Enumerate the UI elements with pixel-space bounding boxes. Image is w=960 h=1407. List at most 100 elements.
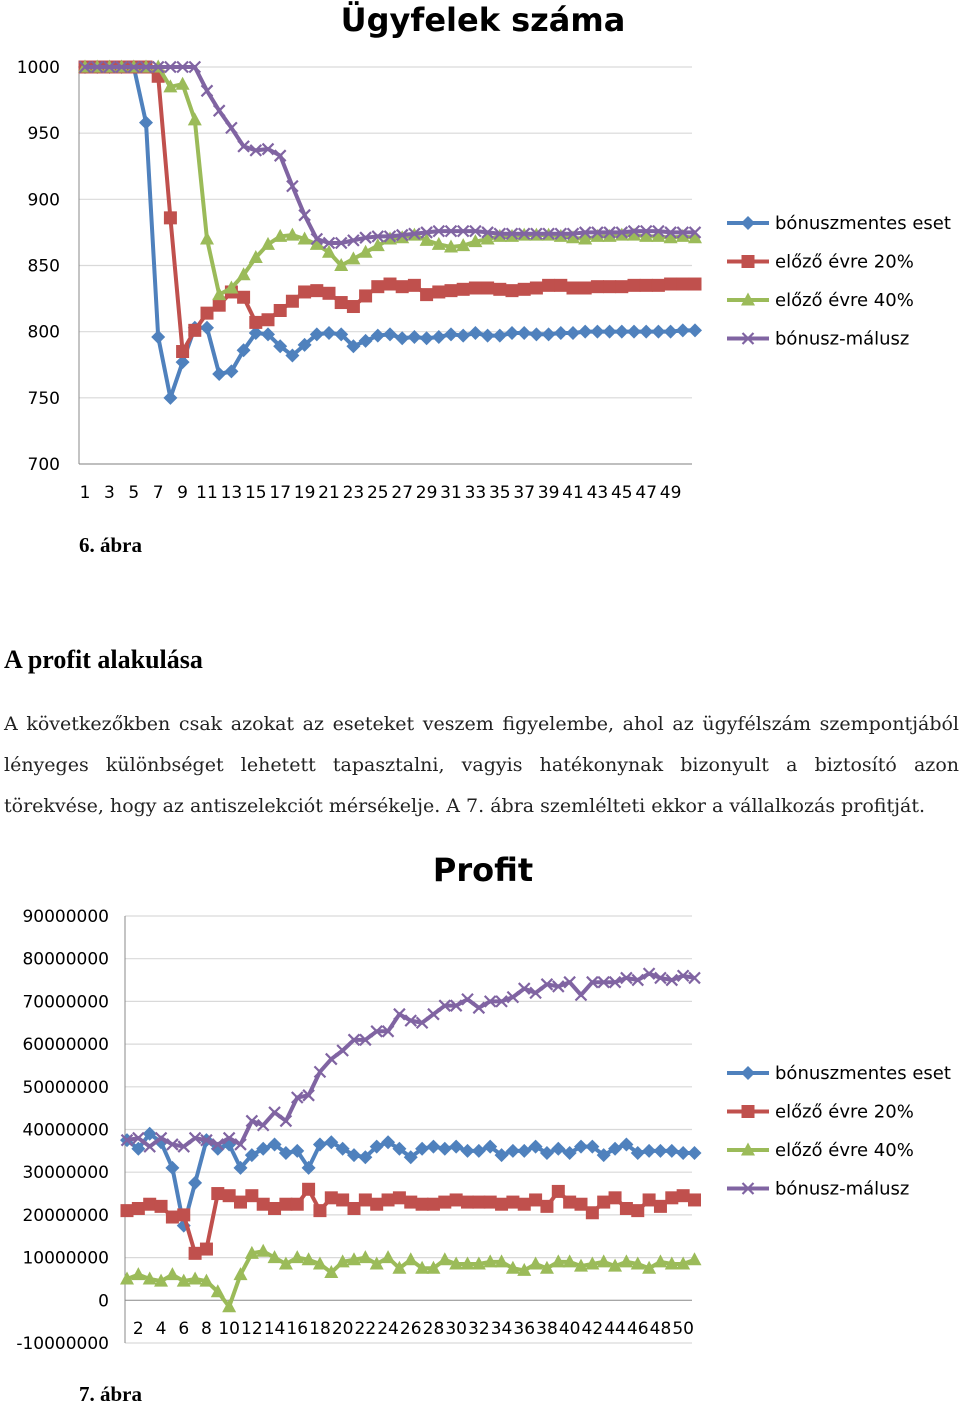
data-point [539,1145,554,1160]
series-elozo-evre-40 [120,1243,702,1313]
x-tick-label: 45 [611,483,633,503]
data-point [585,1206,599,1220]
y-tick-label: 800 [28,323,60,343]
data-point [427,1007,440,1021]
legend-label: előző évre 20% [775,1102,914,1123]
data-point [324,1191,338,1205]
data-point [505,1143,520,1158]
data-point [267,1137,282,1152]
data-point [335,1141,350,1156]
data-point [596,1254,611,1268]
data-point [175,76,190,90]
legend-item-bonuszmentes-eset: bónuszmentes eset [727,1063,951,1084]
data-point [142,1271,157,1285]
data-point [200,320,214,335]
data-point [597,1195,611,1209]
data-point [653,1199,667,1213]
y-tick-label: 20000000 [22,1206,109,1226]
x-tick-label: 4 [156,1319,167,1339]
data-point [639,324,654,339]
chart-profit: Profit -10000000 0 10000000 20000000 30000000… [16,851,951,1354]
data-point [627,227,641,241]
data-point [298,208,311,222]
x-tick-label: 11 [196,483,218,503]
paragraph-line-3: törekvése, hogy az antiszelekciót mérsék… [4,795,925,817]
data-point [392,1141,407,1156]
data-point [188,60,202,74]
data-point [663,230,678,244]
x-tick-label: 15 [245,483,267,503]
data-point [165,1160,180,1175]
x-tick-label: 28 [423,1319,445,1339]
data-point [687,1252,702,1266]
data-point [127,60,141,74]
data-point [403,1150,418,1165]
data-point [540,978,554,991]
y-tick-label: 70000000 [22,992,109,1012]
data-point [676,969,690,983]
data-point [392,1191,406,1205]
data-point [369,1139,384,1154]
data-point [483,1195,497,1209]
data-point [358,1250,373,1264]
data-point [346,251,361,265]
data-point [663,324,678,339]
figure-7-caption: 7. ábra [79,1382,142,1406]
data-point [248,250,263,264]
x-tick-label: 44 [604,1319,626,1339]
data-point [460,1143,475,1158]
data-point [234,1195,247,1209]
data-point [444,284,458,298]
data-point [449,1139,464,1154]
data-point [438,999,452,1012]
section-title: A profit alakulása [4,645,203,674]
data-point [506,1195,520,1209]
data-point [369,1256,384,1270]
data-point [358,1193,372,1207]
data-point [359,289,373,303]
data-point [639,228,654,242]
data-point [176,1273,191,1287]
data-point [249,315,263,329]
y-tick-label: 0 [98,1291,109,1311]
data-point [456,238,471,252]
data-point [154,1199,168,1213]
data-point [675,228,690,242]
data-point [676,1189,690,1203]
data-point [151,329,166,344]
data-point [551,1184,565,1198]
data-point [165,1210,179,1224]
data-point [506,990,520,1004]
y-tick-label: 40000000 [22,1121,109,1141]
data-point [163,211,177,225]
data-point [505,1260,520,1274]
data-point [642,1260,657,1274]
data-point [481,226,494,239]
legend-item-bonusz-malusz: bónusz-málusz [727,1179,909,1200]
data-point [530,227,543,241]
legend-marker [741,1066,755,1080]
figure-6-caption: 6. ábra [79,533,142,557]
data-point [471,1256,486,1270]
legend-marker [741,216,755,230]
data-point [415,1141,430,1156]
data-point [177,1140,191,1153]
data-point [471,1143,486,1158]
data-point [233,1160,248,1175]
data-point [407,329,422,344]
data-point [664,226,677,239]
data-point [461,1195,474,1209]
data-point [297,337,312,352]
legend-marker [741,1105,755,1118]
data-point [562,1145,577,1160]
legend-marker [741,255,755,268]
data-point [480,231,495,245]
data-point [541,327,556,342]
data-point [620,971,633,985]
data-point [175,355,190,370]
x-tick-label: 31 [440,483,462,503]
data-point [211,1138,225,1151]
data-point [630,1256,645,1270]
data-point [460,1256,475,1270]
data-point [688,323,702,338]
